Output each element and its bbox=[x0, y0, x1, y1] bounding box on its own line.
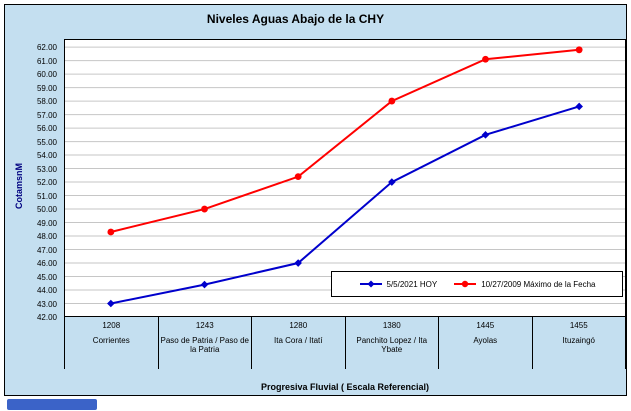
legend: 5/5/2021 HOY 10/27/2009 Máximo de la Fec… bbox=[331, 271, 623, 297]
data-point-marker bbox=[294, 259, 302, 267]
legend-label-hoy: 5/5/2021 HOY bbox=[386, 279, 438, 289]
data-point-marker bbox=[201, 205, 208, 213]
data-point-marker bbox=[107, 299, 115, 308]
y-tick-label: 59.00 bbox=[36, 83, 57, 93]
y-tick-label: 62.00 bbox=[36, 43, 57, 53]
category-name: Ita Cora / Itatí bbox=[274, 336, 323, 345]
category-number: 1380 bbox=[382, 321, 401, 330]
y-tick-label: 44.00 bbox=[36, 286, 57, 295]
category-number: 1445 bbox=[476, 321, 495, 330]
y-tick-label: 53.00 bbox=[36, 164, 57, 174]
data-point-marker bbox=[200, 280, 209, 289]
data-point-marker bbox=[482, 55, 489, 63]
y-tick-label: 54.00 bbox=[36, 151, 57, 161]
y-tick-label: 57.00 bbox=[36, 110, 57, 120]
y-tick-label: 49.00 bbox=[36, 218, 57, 228]
chart-title: Niveles Aguas Abajo de la CHY bbox=[206, 12, 385, 26]
y-tick-label: 55.00 bbox=[36, 137, 57, 147]
data-point-marker bbox=[388, 178, 396, 186]
legend-marker-hoy-icon bbox=[359, 280, 382, 288]
data-point-marker bbox=[388, 97, 396, 105]
category-cell: 1380 Panchito Lopez / Ita Ybate bbox=[346, 317, 439, 369]
y-tick-label: 56.00 bbox=[36, 124, 57, 134]
y-tick-label: 61.00 bbox=[36, 56, 57, 66]
chart-area: Niveles Aguas Abajo de la CHY CotamsnM 6… bbox=[4, 4, 627, 396]
y-tick-label: 50.00 bbox=[36, 205, 57, 215]
y-tick-label: 48.00 bbox=[36, 232, 57, 242]
y-axis-ticks: 62.00 61.00 60.00 59.00 58.00 57.00 56.00 55.00… bbox=[5, 39, 60, 322]
series-line-0 bbox=[110, 105, 580, 305]
y-tick-label: 47.00 bbox=[36, 245, 57, 255]
category-number: 1280 bbox=[289, 321, 308, 330]
legend-entry-hoy: 5/5/2021 HOY bbox=[359, 279, 438, 289]
y-tick-label: 60.00 bbox=[36, 70, 57, 80]
data-point-marker bbox=[575, 102, 583, 111]
category-name: Panchito Lopez / Ita Ybate bbox=[356, 336, 428, 354]
y-tick-label: 42.00 bbox=[36, 313, 57, 322]
y-tick-label: 46.00 bbox=[36, 259, 57, 269]
y-tick-label: 43.00 bbox=[36, 299, 57, 309]
category-name: Ayolas bbox=[473, 336, 498, 345]
category-cell: 1280 Ita Cora / Itatí bbox=[252, 317, 346, 369]
x-axis-categories: 1208 Corrientes 1243 Paso de Patria / Paso … bbox=[64, 317, 626, 369]
sheet-tab[interactable] bbox=[7, 399, 97, 410]
data-point-marker bbox=[575, 46, 583, 54]
data-point-marker bbox=[294, 173, 302, 181]
category-number: 1208 bbox=[102, 321, 121, 330]
category-cell: 1208 Corrientes bbox=[65, 317, 159, 369]
x-axis-title: Progresiva Fluvial ( Escala Referencial) bbox=[260, 382, 430, 392]
legend-entry-maximo: 10/27/2009 Máximo de la Fecha bbox=[453, 279, 596, 289]
category-number: 1243 bbox=[195, 321, 214, 330]
legend-marker-maximo-icon bbox=[454, 280, 477, 288]
legend-label-maximo: 10/27/2009 Máximo de la Fecha bbox=[481, 279, 596, 289]
category-name: Ituzaingó bbox=[562, 336, 595, 345]
category-cell: 1455 Ituzaingó bbox=[533, 317, 626, 369]
category-number: 1455 bbox=[569, 321, 588, 330]
category-cell: 1243 Paso de Patria / Paso de la Patria bbox=[159, 317, 252, 369]
y-tick-label: 51.00 bbox=[36, 191, 57, 201]
y-tick-label: 58.00 bbox=[36, 97, 57, 107]
category-cell: 1445 Ayolas bbox=[439, 317, 533, 369]
category-name: Paso de Patria / Paso de la Patria bbox=[160, 336, 250, 354]
data-point-marker bbox=[107, 228, 115, 236]
plot-area bbox=[64, 39, 626, 317]
y-tick-label: 45.00 bbox=[36, 272, 57, 282]
y-tick-label: 52.00 bbox=[36, 178, 57, 188]
series-line-1 bbox=[110, 48, 580, 233]
category-name: Corrientes bbox=[92, 336, 130, 345]
